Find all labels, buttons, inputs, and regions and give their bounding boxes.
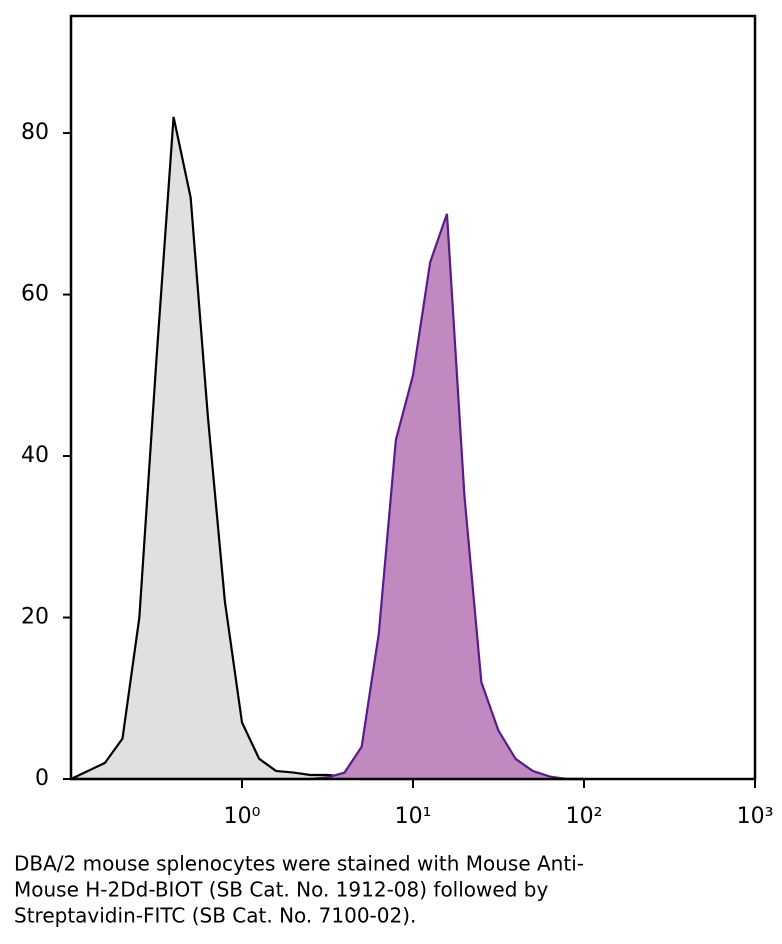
x-tick-label: 10⁰ xyxy=(224,804,261,829)
histogram-fill xyxy=(71,213,584,779)
x-tick-label: 10¹ xyxy=(395,804,432,829)
caption-line: DBA/2 mouse splenocytes were stained wit… xyxy=(14,852,584,876)
y-tick-label: 0 xyxy=(35,766,49,791)
x-tick-label: 10³ xyxy=(737,804,774,829)
y-tick-label: 20 xyxy=(21,605,49,630)
y-tick-label: 60 xyxy=(21,282,49,307)
y-tick-label: 80 xyxy=(21,120,49,145)
histogram-fill xyxy=(71,116,584,780)
y-tick-label: 40 xyxy=(21,443,49,468)
caption-line: Mouse H-2Dd-BIOT (SB Cat. No. 1912-08) f… xyxy=(14,878,548,902)
x-tick-label: 10² xyxy=(566,804,603,829)
caption-line: Streptavidin-FITC (SB Cat. No. 7100-02). xyxy=(14,904,416,928)
